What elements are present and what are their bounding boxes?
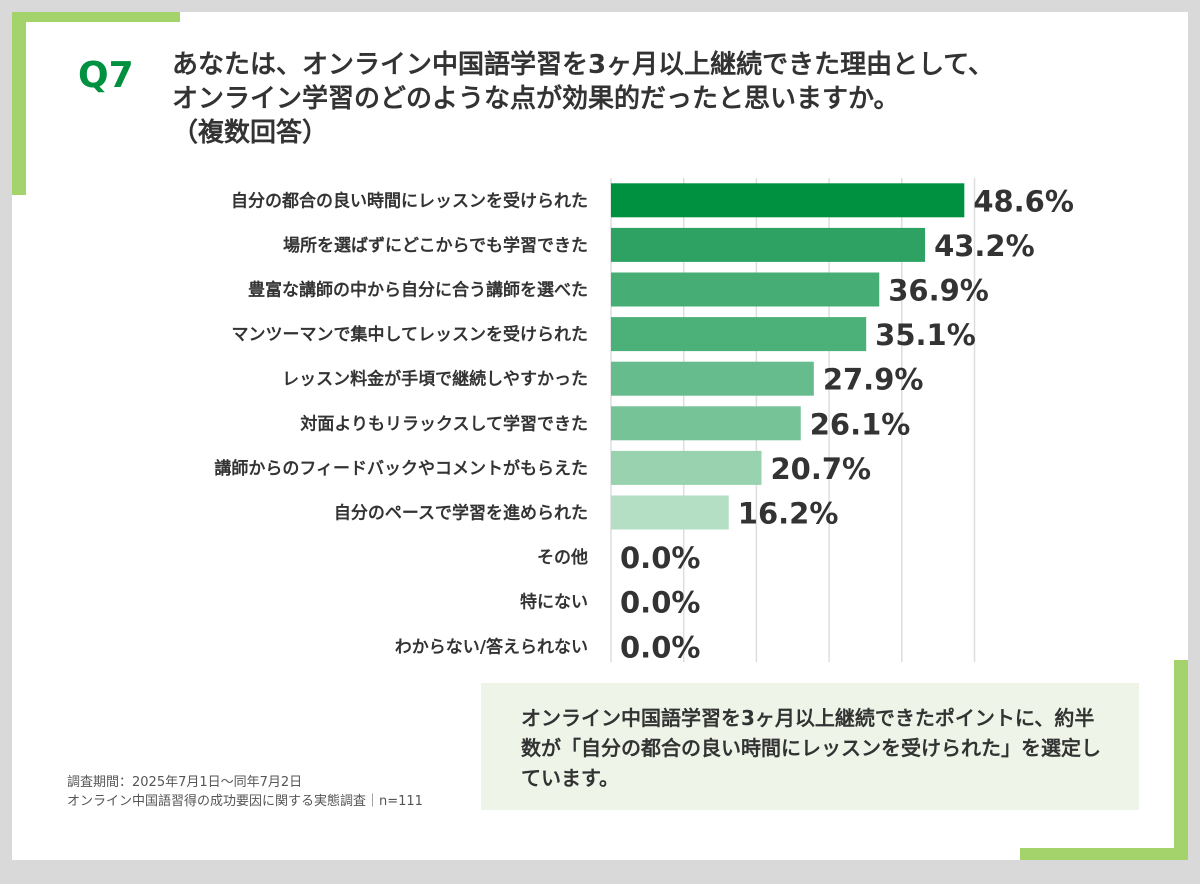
value-label-7: 20.7%: [770, 452, 871, 486]
accent-bar-right-bottom: [1174, 660, 1188, 860]
bar-1: [611, 183, 965, 218]
value-labels: 48.6% 43.2% 36.9% 35.1% 27.9% 26.1% 20.7% 16.2%…: [620, 184, 1074, 664]
question-line-3: （複数回答）: [172, 118, 329, 148]
category-label-8: 自分のペースで学習を進められた: [334, 503, 588, 524]
value-label-5: 27.9%: [823, 363, 924, 397]
accent-bar-top-left: [12, 12, 180, 22]
value-label-11: 0.0%: [620, 630, 700, 664]
value-label-8: 16.2%: [738, 497, 839, 531]
value-label-6: 26.1%: [810, 407, 911, 441]
bars: [611, 183, 965, 530]
question-text: あなたは、オンライン中国語学習を3ヶ月以上継続できた理由として、 オンライン学習…: [172, 48, 1152, 150]
summary-text: オンライン中国語学習を3ヶ月以上継続できたポイントに、約半数が「自分の都合の良い…: [521, 706, 1101, 790]
accent-bar-bottom-right: [1020, 848, 1188, 860]
category-label-3: 豊富な講師の中から自分に合う講師を選べた: [248, 280, 588, 301]
survey-period: 調査期間：2025年7月1日～同年7月2日: [67, 775, 303, 790]
value-label-1: 48.6%: [973, 184, 1074, 218]
value-label-4: 35.1%: [875, 318, 976, 352]
bar-8: [611, 495, 729, 530]
question-line-1: あなたは、オンライン中国語学習を3ヶ月以上継続できた理由として、: [172, 50, 995, 80]
value-label-3: 36.9%: [888, 274, 989, 308]
summary-box: オンライン中国語学習を3ヶ月以上継続できたポイントに、約半数が「自分の都合の良い…: [481, 683, 1139, 810]
category-labels: 自分の都合の良い時間にレッスンを受けられた場所を選ばずにどこからでも学習できた豊…: [214, 190, 588, 657]
question-number: Q7: [78, 55, 134, 96]
bar-5: [611, 361, 814, 396]
bar-2: [611, 227, 926, 262]
category-label-11: わからない/答えられない: [395, 636, 588, 657]
question-line-2: オンライン学習のどのような点が効果的だったと思いますか。: [172, 84, 900, 114]
category-label-2: 場所を選ばずにどこからでも学習できた: [283, 235, 588, 256]
category-label-9: その他: [537, 547, 588, 568]
category-label-1: 自分の都合の良い時間にレッスンを受けられた: [231, 190, 588, 211]
bar-6: [611, 406, 801, 441]
survey-name: オンライン中国語習得の成功要因に関する実態調査｜n=111: [67, 794, 423, 809]
value-label-10: 0.0%: [620, 586, 700, 620]
bar-3: [611, 272, 880, 307]
bar-4: [611, 317, 867, 352]
category-label-10: 特にない: [520, 592, 588, 613]
category-label-4: マンツーマンで集中してレッスンを受けられた: [232, 324, 589, 345]
accent-bar-left-top: [12, 12, 26, 195]
bar-7: [611, 450, 762, 485]
category-label-5: レッスン料金が手頃で継続しやすかった: [282, 369, 588, 390]
survey-source: 調査期間：2025年7月1日～同年7月2日 オンライン中国語習得の成功要因に関す…: [67, 773, 423, 811]
category-label-6: 対面よりもリラックスして学習できた: [299, 413, 588, 434]
category-label-7: 講師からのフィードバックやコメントがもらえた: [214, 458, 588, 479]
value-label-2: 43.2%: [934, 229, 1035, 263]
value-label-9: 0.0%: [620, 541, 700, 575]
